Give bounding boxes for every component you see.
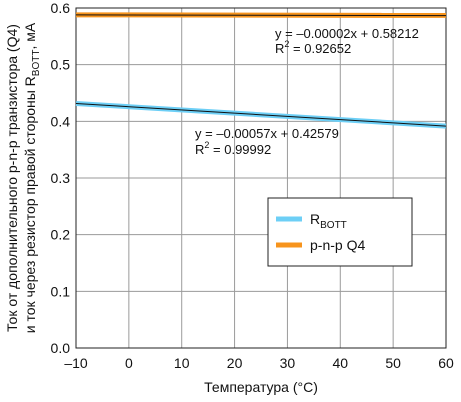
y-tick-label: 0.5 [51,57,71,73]
legend: RBOTT p-n-p Q4 [267,197,413,267]
y-tick-label: 0.0 [51,340,71,356]
x-tick-label: 20 [227,355,243,371]
y-tick-label: 0.6 [51,0,71,16]
x-tick-label: –10 [64,355,88,371]
r2-q4-exp: 2 [284,39,289,49]
y-tick-label: 0.3 [51,170,71,186]
y-tick-label: 0.2 [51,227,71,243]
r2-rbott-value: = 0.99992 [209,142,271,157]
y-axis-ticks: 0.0 0.1 0.2 0.3 0.4 0.5 0.6 [51,0,71,356]
plot-frame [75,7,447,349]
r2-rbott-label: R [195,142,204,157]
r2-q4-value: = 0.92652 [289,41,351,56]
equation-q4: y = –0.00002x + 0.58212 [275,26,419,41]
legend-box [267,197,413,267]
x-tick-label: 0 [125,355,133,371]
y-axis-title-line2-suffix: , мА [22,22,38,49]
y-axis-title-line1: Ток от дополнительного p-n-p транзистора… [4,24,20,332]
series-lines [75,12,447,129]
y-tick-label: 0.1 [51,283,71,299]
legend-label-rbott-main: R [310,211,320,227]
legend-label-rbott-sub: BOTT [320,220,347,231]
r2-rbott: R2 = 0.99992 [195,140,271,157]
x-axis-title: Температура (°C) [204,379,318,395]
r2-q4: R2 = 0.92652 [275,39,351,56]
x-tick-label: 60 [438,355,454,371]
grid [76,7,446,348]
x-tick-label: 10 [174,355,190,371]
x-axis-ticks: –10 0 10 20 30 40 50 60 [64,355,454,371]
y-axis-title-line2-sub: BOTT [31,50,42,77]
y-axis-title-line2: и ток через резистор правой стороны RBOT… [22,22,42,333]
x-tick-label: 50 [385,355,401,371]
x-tick-label: 30 [280,355,296,371]
equation-rbott: y = –0.00057x + 0.42579 [195,126,339,141]
legend-label-q4: p-n-p Q4 [310,237,365,253]
trendline-rbott [75,102,447,127]
r2-q4-label: R [275,41,284,56]
trendline-q4 [75,14,447,17]
x-tick-label: 40 [332,355,348,371]
y-tick-label: 0.4 [51,113,71,129]
y-axis-title-line2-prefix: и ток через резистор правой стороны R [22,76,38,333]
legend-label-rbott: RBOTT [310,211,347,231]
r2-rbott-exp: 2 [204,140,209,150]
